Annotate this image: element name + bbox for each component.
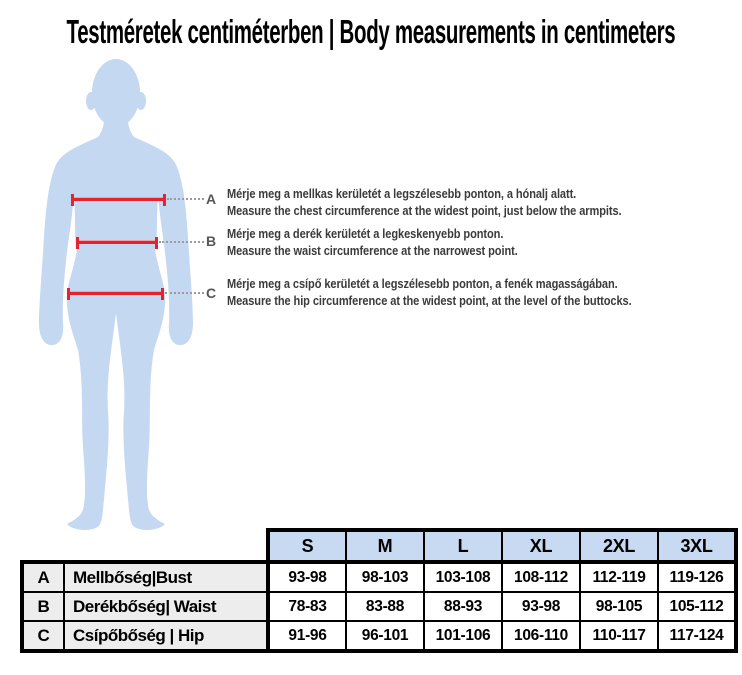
waist-description-hu: Mérje meg a derék kerületét a legkeskeny… [227,226,504,241]
cell-waist-3xl: 105-112 [657,591,738,622]
hip-description: Mérje meg a csípő kerületét a legszélese… [227,276,632,309]
size-header-2xl: 2XL [579,528,659,564]
cell-hip-l: 101-106 [423,620,503,653]
cell-bust-m: 98-103 [345,560,425,593]
hip-measure-line [67,288,164,300]
size-header-m: M [345,528,425,564]
header-spacer [22,530,64,562]
head [92,59,140,127]
marker-letter-c: C [206,285,217,301]
table-row-waist: B Derékbőség| Waist 78-83 83-88 88-93 93… [20,591,738,622]
cell-bust-s: 93-98 [267,560,347,593]
cell-hip-m: 96-101 [345,620,425,653]
cell-bust-3xl: 119-126 [657,560,738,593]
hip-leader-line [165,292,204,294]
waist-description-en: Measure the waist circumference at the n… [227,242,518,258]
waist-leader-line [159,241,204,243]
cell-waist-xl: 93-98 [501,591,581,622]
size-table: S M L XL 2XL 3XL A Mellbőség|Bust 93-98 … [20,528,738,653]
cell-waist-l: 88-93 [423,591,503,622]
waist-description: Mérje meg a derék kerületét a legkeskeny… [227,226,518,259]
row-letter: B [20,591,65,622]
chest-description-en: Measure the chest circumference at the w… [227,202,622,218]
cell-bust-2xl: 112-119 [579,560,659,593]
cell-hip-2xl: 110-117 [579,620,659,653]
cell-hip-s: 91-96 [267,620,347,653]
cell-bust-l: 103-108 [423,560,503,593]
marker-letter-a: A [206,191,217,207]
size-header-row: S M L XL 2XL 3XL [22,528,738,564]
cell-bust-xl: 108-112 [501,560,581,593]
chest-description-hu: Mérje meg a mellkas kerületét a legszéle… [227,186,577,201]
marker-letter-b: B [206,233,217,249]
row-letter: C [20,620,65,653]
row-label: Mellbőség|Bust [63,560,270,593]
table-row-hip: C Csípőbőség | Hip 91-96 96-101 101-106 … [20,620,738,653]
size-header-xl: XL [501,528,581,564]
cell-hip-xl: 106-110 [501,620,581,653]
page-title-row: Testméretek centiméterben | Body measure… [0,13,742,51]
row-label: Csípőbőség | Hip [63,620,270,653]
size-header-s: S [266,528,347,564]
cell-waist-2xl: 98-105 [579,591,659,622]
body-silhouette [39,59,193,530]
row-letter: A [20,560,65,593]
row-label: Derékbőség| Waist [63,591,270,622]
hip-description-hu: Mérje meg a csípő kerületét a legszélese… [227,276,618,291]
chest-measure-line [71,194,166,206]
cell-waist-s: 78-83 [267,591,347,622]
chest-leader-line [167,198,204,200]
page-title: Testméretek centiméterben | Body measure… [66,13,676,50]
waist-measure-line [76,237,158,249]
table-row-bust: A Mellbőség|Bust 93-98 98-103 103-108 10… [20,560,738,593]
header-spacer [64,530,268,562]
cell-hip-3xl: 117-124 [657,620,738,653]
hip-description-en: Measure the hip circumference at the wid… [227,292,632,308]
size-header-3xl: 3XL [657,528,738,564]
chest-description: Mérje meg a mellkas kerületét a legszéle… [227,186,622,219]
cell-waist-m: 83-88 [345,591,425,622]
body-outline [39,109,193,530]
size-header-l: L [423,528,503,564]
